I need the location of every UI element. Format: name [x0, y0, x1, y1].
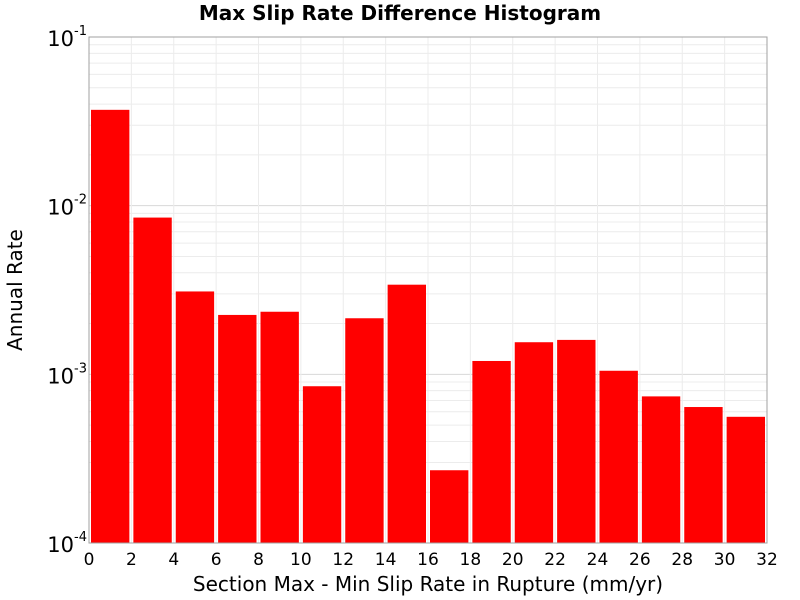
histogram-bar — [260, 311, 299, 543]
y-axis-label: Annual Rate — [3, 229, 27, 351]
y-tick-base: 10 — [47, 364, 74, 388]
histogram-bar — [514, 342, 554, 543]
histogram-bar — [302, 386, 342, 543]
histogram-bar — [641, 396, 681, 543]
x-tick-label: 30 — [714, 550, 736, 570]
x-tick-label: 28 — [671, 550, 693, 570]
histogram-bar — [599, 370, 638, 543]
x-tick-label: 16 — [417, 550, 439, 570]
y-tick-labels: 10-110-210-310-4 — [47, 24, 87, 557]
chart-title: Max Slip Rate Difference Histogram — [199, 1, 601, 25]
x-tick-label: 26 — [629, 550, 651, 570]
histogram-bar — [218, 314, 257, 543]
y-tick-exponent: -2 — [74, 193, 87, 208]
x-tick-label: 12 — [332, 550, 354, 570]
y-tick-label: 10 -1 — [47, 24, 87, 51]
y-tick-label: 10 -4 — [47, 530, 87, 557]
histogram-bar — [387, 284, 426, 543]
y-tick-label: 10 -3 — [47, 361, 87, 388]
x-tick-label: 32 — [756, 550, 778, 570]
histogram-bar — [557, 339, 596, 543]
x-tick-label: 4 — [168, 550, 179, 570]
x-tick-label: 8 — [253, 550, 264, 570]
y-tick-exponent: -4 — [74, 530, 87, 545]
x-tick-label: 22 — [544, 550, 566, 570]
x-tick-label: 6 — [211, 550, 222, 570]
x-tick-label: 14 — [375, 550, 397, 570]
x-tick-label: 0 — [84, 550, 95, 570]
bars-group — [91, 109, 765, 543]
y-tick-exponent: -1 — [74, 24, 87, 39]
x-tick-label: 20 — [502, 550, 524, 570]
x-tick-labels: 0 2 4 6 8 10 12 14 16 18 20 22 24 26 28 30 32 — [84, 550, 778, 570]
y-tick-base: 10 — [47, 533, 74, 557]
y-tick-base: 10 — [47, 196, 74, 220]
x-tick-label: 2 — [126, 550, 137, 570]
x-tick-label: 18 — [460, 550, 482, 570]
histogram-bar — [726, 416, 765, 543]
histogram-bar — [472, 360, 511, 543]
plot-frame — [88, 36, 768, 544]
x-tick-label: 10 — [290, 550, 312, 570]
histogram-bar — [133, 217, 172, 543]
y-tick-label: 10 -2 — [47, 193, 87, 220]
x-axis-label: Section Max - Min Slip Rate in Rupture (… — [193, 572, 663, 596]
histogram-bar — [175, 291, 215, 543]
histogram-bar — [345, 318, 384, 543]
histogram-bar — [430, 470, 469, 543]
y-tick-exponent: -3 — [74, 361, 87, 376]
histogram-bar — [684, 407, 723, 543]
x-tick-label: 24 — [587, 550, 609, 570]
histogram-bar — [91, 109, 130, 543]
y-tick-base: 10 — [47, 27, 74, 51]
